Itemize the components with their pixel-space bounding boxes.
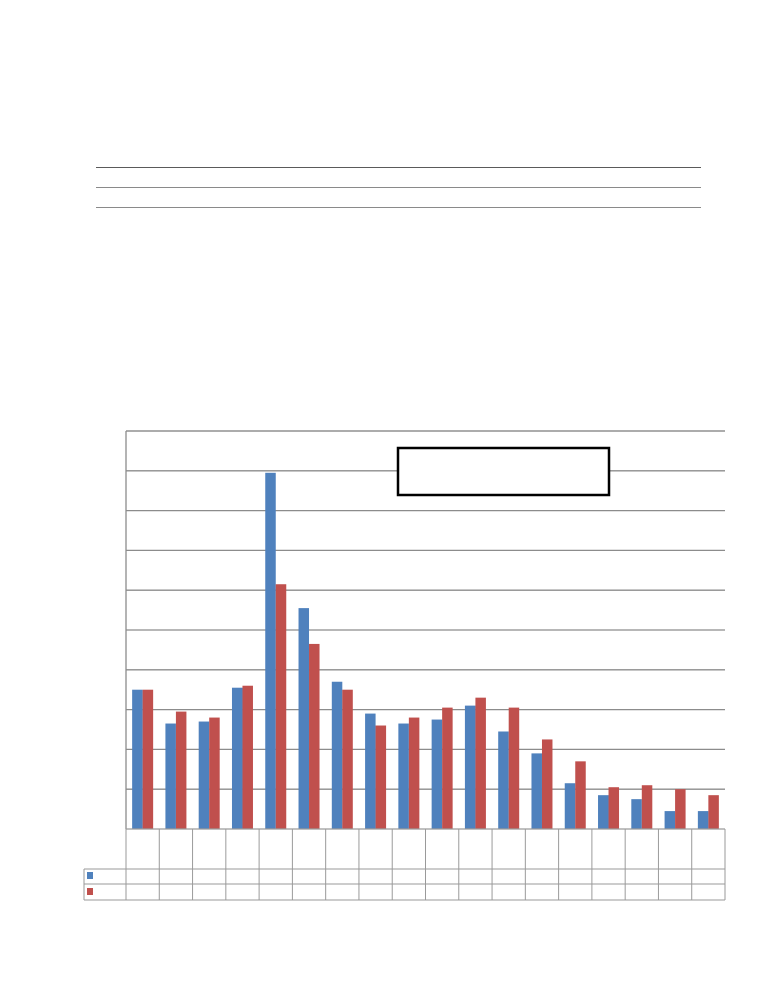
bar-series2-8 xyxy=(375,725,387,829)
bar-series1-2 xyxy=(165,723,176,829)
chart-annotation-box xyxy=(396,446,611,497)
bar-series1-14 xyxy=(564,783,576,829)
legend-key-series2 xyxy=(87,888,93,895)
bar-series2-3 xyxy=(209,717,220,829)
bar-series2-16 xyxy=(641,785,653,829)
bar-series1-16 xyxy=(631,799,642,829)
chart-data-table xyxy=(83,828,726,901)
bar-series2-15 xyxy=(608,787,620,829)
bar-series2-7 xyxy=(342,689,353,829)
bar-series1-1 xyxy=(132,689,143,829)
bar-series2-5 xyxy=(275,584,287,829)
bar-series2-17 xyxy=(675,789,686,829)
header-rule-middle xyxy=(96,187,701,188)
bar-series2-1 xyxy=(142,689,154,829)
bar-series2-11 xyxy=(475,697,486,829)
bar-series1-10 xyxy=(431,719,443,829)
bar-series2-6 xyxy=(309,643,320,829)
bar-series1-13 xyxy=(531,753,542,829)
header-rule-bottom xyxy=(96,207,701,208)
bar-series1-12 xyxy=(498,731,509,829)
legend-key-series1 xyxy=(87,872,93,879)
bar-series2-10 xyxy=(442,707,453,829)
bar-series1-7 xyxy=(331,681,343,829)
bar-series1-17 xyxy=(664,811,676,829)
bar-series1-11 xyxy=(464,705,476,829)
bar-series2-13 xyxy=(541,739,553,829)
bar-series1-15 xyxy=(598,795,609,829)
bar-series2-4 xyxy=(242,685,253,829)
bar-series1-5 xyxy=(265,472,276,829)
bar-series1-3 xyxy=(198,721,210,829)
bar-series1-6 xyxy=(298,608,310,829)
bar-series1-9 xyxy=(398,723,409,829)
bar-series2-9 xyxy=(408,717,420,829)
bar-series2-18 xyxy=(708,795,719,829)
bar-series2-12 xyxy=(508,707,520,829)
bar-series1-18 xyxy=(697,811,709,829)
bar-series1-8 xyxy=(365,713,376,829)
header-rule-top xyxy=(96,167,701,168)
chart-bars xyxy=(132,472,719,829)
bar-series1-4 xyxy=(231,687,243,829)
chart-gridlines xyxy=(125,430,725,829)
bar-series2-2 xyxy=(175,711,187,829)
bar-series2-14 xyxy=(575,761,586,829)
